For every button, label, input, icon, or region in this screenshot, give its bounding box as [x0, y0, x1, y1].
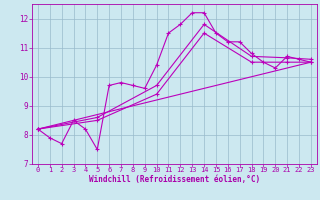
X-axis label: Windchill (Refroidissement éolien,°C): Windchill (Refroidissement éolien,°C): [89, 175, 260, 184]
